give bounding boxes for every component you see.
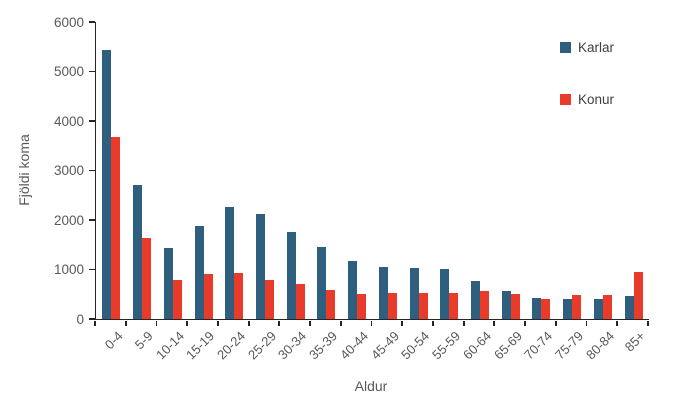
x-tick-17 [616,320,619,326]
bar-karlar-75-79 [563,299,573,319]
x-tick-2 [155,320,158,326]
bar-karlar-40-44 [348,260,358,319]
legend-swatch-karlar [560,42,571,53]
bar-konur-85+ [633,271,643,319]
x-tick-label-30-34: 30-34 [275,328,310,363]
bar-konur-35-39 [326,289,336,319]
x-tick-8 [339,320,342,326]
x-tick-label-55-59: 55-59 [429,328,464,363]
x-axis-title: Aldur [354,378,388,394]
bar-konur-20-24 [234,272,244,319]
y-tick-0 [89,318,95,320]
x-tick-label-10-14: 10-14 [152,328,187,363]
bar-konur-5-9 [142,237,152,319]
y-tick-label-6000: 6000 [53,14,84,30]
bar-karlar-15-19 [194,225,204,319]
y-tick-3000 [89,169,95,172]
x-tick-label-85+: 85+ [621,328,648,355]
bar-konur-70-74 [541,298,551,319]
legend-item-konur: Konur [560,92,614,107]
bar-konur-15-19 [203,273,213,319]
y-tick-1000 [89,268,95,271]
bar-konur-25-29 [264,279,274,319]
bar-konur-45-49 [387,293,397,319]
x-tick-12 [462,320,465,326]
bar-karlar-85+ [624,295,634,319]
x-tick-16 [585,320,588,326]
bar-karlar-10-14 [163,248,173,319]
x-tick-label-75-79: 75-79 [551,328,587,363]
bar-konur-75-79 [572,294,582,319]
x-tick-label-40-44: 40-44 [336,328,372,363]
x-tick-label-20-24: 20-24 [214,328,249,363]
x-tick-7 [309,320,311,326]
bar-karlar-45-49 [378,267,388,319]
x-tick-3 [186,320,189,326]
y-tick-label-1000: 1000 [53,262,84,277]
legend-label-konur: Konur [578,92,615,107]
bar-karlar-55-59 [440,269,450,319]
bar-karlar-35-39 [317,247,327,319]
bar-konur-10-14 [172,280,182,319]
x-tick-4 [216,320,219,326]
legend-item-karlar: Karlar [560,40,614,55]
x-tick-label-45-49: 45-49 [367,328,402,363]
bar-karlar-65-69 [501,291,511,319]
x-tick-label-5-9: 5-9 [132,328,156,353]
x-tick-label-25-29: 25-29 [244,328,279,363]
bar-karlar-5-9 [133,184,143,319]
bar-konur-30-34 [295,284,305,319]
x-tick-label-15-19: 15-19 [183,328,218,363]
y-tick-4000 [89,120,95,122]
bar-konur-65-69 [510,294,520,319]
bar-konur-50-54 [418,292,428,319]
x-tick-label-70-74: 70-74 [521,328,556,363]
bar-konur-60-64 [480,290,490,319]
legend-swatch-konur [560,94,571,105]
x-tick-10 [401,320,404,326]
bar-konur-55-59 [449,293,459,319]
bar-karlar-0-4 [102,50,112,319]
bar-karlar-30-34 [286,232,296,319]
bar-karlar-20-24 [225,207,235,319]
y-tick-label-2000: 2000 [53,212,84,228]
x-tick-0 [94,320,96,326]
x-tick-label-50-54: 50-54 [398,328,433,363]
bar-karlar-60-64 [471,280,481,319]
y-tick-label-3000: 3000 [53,163,84,178]
y-tick-label-0: 0 [76,311,84,327]
x-tick-6 [278,320,281,326]
x-tick-label-0-4: 0-4 [101,328,126,353]
x-tick-11 [432,320,434,326]
bar-konur-40-44 [357,294,367,319]
x-tick-14 [524,320,526,326]
x-tick-label-60-64: 60-64 [459,328,494,363]
bar-karlar-70-74 [532,297,542,319]
y-tick-label-4000: 4000 [53,113,84,129]
x-tick-1 [124,320,127,326]
y-tick-label-5000: 5000 [53,64,84,79]
x-tick-label-35-39: 35-39 [306,328,341,363]
bar-konur-80-84 [602,294,612,319]
x-tick-label-65-69: 65-69 [490,328,525,363]
bar-karlar-80-84 [593,298,603,319]
x-tick-5 [247,320,250,326]
legend-label-karlar: Karlar [578,40,615,55]
y-tick-5000 [89,70,95,73]
y-tick-6000 [89,21,95,23]
bar-karlar-50-54 [409,268,419,319]
x-tick-13 [493,320,496,326]
y-tick-2000 [89,219,95,221]
x-tick-18 [647,320,649,326]
bar-karlar-25-29 [255,214,265,319]
x-tick-15 [554,320,557,326]
x-tick-9 [370,320,373,326]
plot-area [95,22,649,320]
bar-konur-0-4 [111,136,121,319]
x-tick-label-80-84: 80-84 [582,328,617,363]
